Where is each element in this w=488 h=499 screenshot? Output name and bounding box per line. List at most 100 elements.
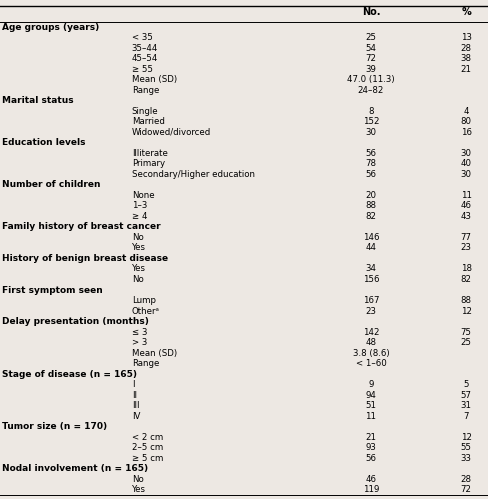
Text: 43: 43 [461, 212, 471, 221]
Text: 93: 93 [366, 443, 376, 452]
Text: 72: 72 [461, 485, 471, 494]
Text: 94: 94 [366, 391, 376, 400]
Text: 3.8 (8.6): 3.8 (8.6) [352, 349, 389, 358]
Text: Family history of breast cancer: Family history of breast cancer [2, 223, 161, 232]
Text: > 3: > 3 [132, 338, 147, 347]
Text: 13: 13 [461, 33, 471, 42]
Text: No: No [132, 275, 143, 284]
Text: III: III [132, 401, 139, 410]
Text: 119: 119 [363, 485, 379, 494]
Text: 8: 8 [368, 107, 374, 116]
Text: < 1–60: < 1–60 [355, 359, 386, 368]
Text: No: No [132, 233, 143, 242]
Text: 54: 54 [366, 44, 376, 53]
Text: 55: 55 [461, 443, 471, 452]
Text: Illiterate: Illiterate [132, 149, 168, 158]
Text: IV: IV [132, 412, 140, 421]
Text: 47.0 (11.3): 47.0 (11.3) [347, 75, 395, 84]
Text: 18: 18 [461, 264, 471, 273]
Text: Mean (SD): Mean (SD) [132, 75, 177, 84]
Text: Education levels: Education levels [2, 138, 86, 147]
Text: Mean (SD): Mean (SD) [132, 349, 177, 358]
Text: Range: Range [132, 86, 159, 95]
Text: 28: 28 [461, 44, 471, 53]
Text: History of benign breast disease: History of benign breast disease [2, 254, 168, 263]
Text: 12: 12 [461, 306, 471, 315]
Text: Number of children: Number of children [2, 181, 101, 190]
Text: Otherᵃ: Otherᵃ [132, 306, 160, 315]
Text: 21: 21 [461, 65, 471, 74]
Text: Widowed/divorced: Widowed/divorced [132, 128, 211, 137]
Text: 56: 56 [366, 149, 376, 158]
Text: Primary: Primary [132, 159, 165, 168]
Text: 48: 48 [366, 338, 376, 347]
Text: 77: 77 [461, 233, 471, 242]
Text: 88: 88 [461, 296, 471, 305]
Text: 30: 30 [461, 149, 471, 158]
Text: 4: 4 [463, 107, 469, 116]
Text: < 2 cm: < 2 cm [132, 433, 163, 442]
Text: 2–5 cm: 2–5 cm [132, 443, 163, 452]
Text: 28: 28 [461, 475, 471, 484]
Text: ≥ 55: ≥ 55 [132, 65, 153, 74]
Text: First symptom seen: First symptom seen [2, 285, 103, 294]
Text: 80: 80 [461, 117, 471, 126]
Text: Yes: Yes [132, 485, 146, 494]
Text: 88: 88 [366, 202, 376, 211]
Text: 46: 46 [461, 202, 471, 211]
Text: 56: 56 [366, 454, 376, 463]
Text: 142: 142 [363, 327, 379, 336]
Text: Tumor size (n = 170): Tumor size (n = 170) [2, 422, 107, 431]
Text: 75: 75 [461, 327, 471, 336]
Text: 11: 11 [366, 412, 376, 421]
Text: I: I [132, 380, 134, 389]
Text: 1–3: 1–3 [132, 202, 147, 211]
Text: 25: 25 [461, 338, 471, 347]
Text: 156: 156 [363, 275, 379, 284]
Text: 20: 20 [366, 191, 376, 200]
Text: 45–54: 45–54 [132, 54, 158, 63]
Text: 82: 82 [366, 212, 376, 221]
Text: Range: Range [132, 359, 159, 368]
Text: 38: 38 [461, 54, 471, 63]
Text: 46: 46 [366, 475, 376, 484]
Text: Nodal involvement (n = 165): Nodal involvement (n = 165) [2, 464, 148, 473]
Text: 11: 11 [461, 191, 471, 200]
Text: ≥ 4: ≥ 4 [132, 212, 147, 221]
Text: 21: 21 [366, 433, 376, 442]
Text: 33: 33 [461, 454, 471, 463]
Text: 24–82: 24–82 [358, 86, 384, 95]
Text: 25: 25 [366, 33, 376, 42]
Text: II: II [132, 391, 137, 400]
Text: 34: 34 [366, 264, 376, 273]
Text: 31: 31 [461, 401, 471, 410]
Text: 30: 30 [461, 170, 471, 179]
Text: 57: 57 [461, 391, 471, 400]
Text: Married: Married [132, 117, 164, 126]
Text: 51: 51 [366, 401, 376, 410]
Text: Yes: Yes [132, 244, 146, 252]
Text: None: None [132, 191, 154, 200]
Text: No.: No. [362, 7, 380, 17]
Text: Secondary/Higher education: Secondary/Higher education [132, 170, 255, 179]
Text: Lump: Lump [132, 296, 156, 305]
Text: 5: 5 [463, 380, 469, 389]
Text: 44: 44 [366, 244, 376, 252]
Text: 167: 167 [363, 296, 379, 305]
Text: 40: 40 [461, 159, 471, 168]
Text: 7: 7 [463, 412, 469, 421]
Text: 39: 39 [366, 65, 376, 74]
Text: Yes: Yes [132, 264, 146, 273]
Text: Single: Single [132, 107, 159, 116]
Text: 82: 82 [461, 275, 471, 284]
Text: 9: 9 [368, 380, 374, 389]
Text: 56: 56 [366, 170, 376, 179]
Text: ≥ 5 cm: ≥ 5 cm [132, 454, 163, 463]
Text: Age groups (years): Age groups (years) [2, 23, 100, 32]
Text: Marital status: Marital status [2, 96, 74, 105]
Text: 16: 16 [461, 128, 471, 137]
Text: 23: 23 [366, 306, 376, 315]
Text: 72: 72 [366, 54, 376, 63]
Text: < 35: < 35 [132, 33, 153, 42]
Text: 35–44: 35–44 [132, 44, 158, 53]
